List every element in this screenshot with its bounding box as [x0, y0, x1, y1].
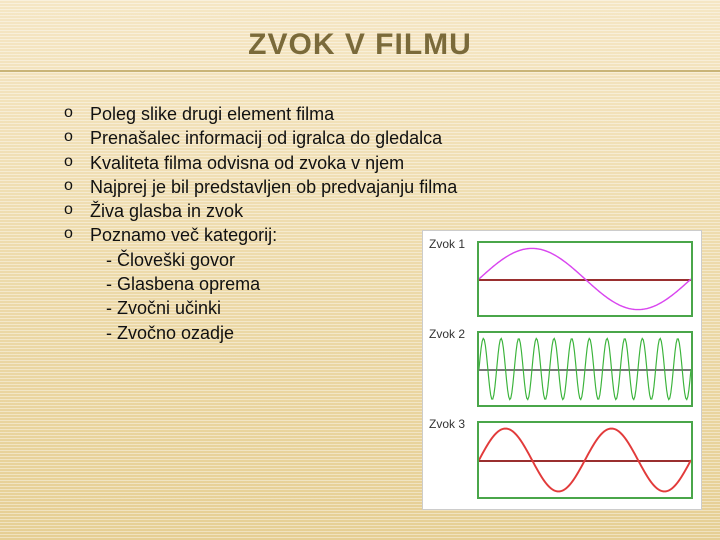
wave-figure: Zvok 1 Zvok 2 Zvok 3	[422, 230, 702, 510]
bullet-list: Poleg slike drugi element filma Prenašal…	[64, 102, 696, 248]
wave-path-2	[479, 338, 691, 399]
wave-label: Zvok 1	[429, 237, 465, 251]
wave-path-3	[479, 429, 691, 492]
wave-path-1	[479, 248, 691, 309]
list-item: Živa glasba in zvok	[64, 199, 696, 223]
wave-panel-2	[477, 331, 693, 407]
list-item: Najprej je bil predstavljen ob predvajan…	[64, 175, 696, 199]
wave-svg-2	[479, 333, 691, 405]
list-item: Kvaliteta filma odvisna od zvoka v njem	[64, 151, 696, 175]
wave-panel-1	[477, 241, 693, 317]
list-item: Prenašalec informacij od igralca do gled…	[64, 126, 696, 150]
wave-label: Zvok 2	[429, 327, 465, 341]
wave-panel-3	[477, 421, 693, 499]
wave-label: Zvok 3	[429, 417, 465, 431]
wave-svg-3	[479, 423, 691, 497]
slide-title: ZVOK V FILMU	[0, 28, 720, 62]
wave-svg-1	[479, 243, 691, 315]
list-item: Poleg slike drugi element filma	[64, 102, 696, 126]
slide: ZVOK V FILMU Poleg slike drugi element f…	[0, 0, 720, 540]
title-block: ZVOK V FILMU	[0, 0, 720, 72]
